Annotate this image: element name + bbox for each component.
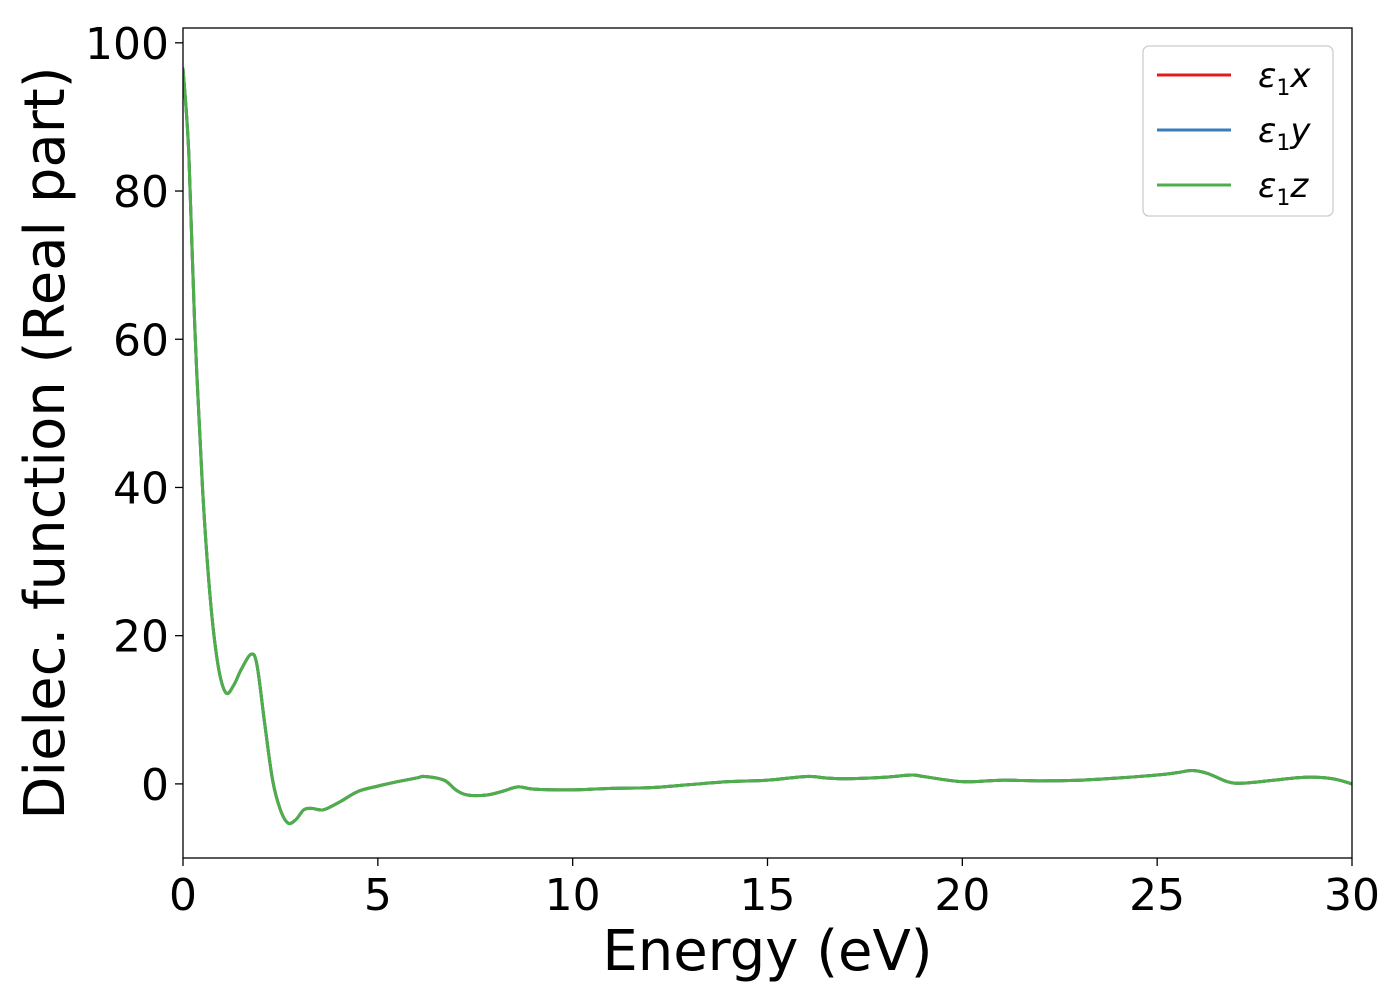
series-line-z xyxy=(183,67,1352,826)
legend-label-x: ε1x xyxy=(1258,56,1311,101)
legend-box xyxy=(1142,45,1334,217)
y-tick-label: 0 xyxy=(141,760,169,811)
y-axis-label: Dielec. function (Real part) xyxy=(13,66,78,819)
legend: ε1x ε1y ε1z xyxy=(1142,45,1334,217)
x-tick-label: 20 xyxy=(934,870,990,921)
y-tick-label: 100 xyxy=(85,19,169,70)
x-tick-label: 0 xyxy=(169,870,197,921)
x-tick-label: 25 xyxy=(1129,870,1185,921)
y-tick-label: 80 xyxy=(113,167,169,218)
x-axis-ticks: 0 5 10 15 20 25 30 xyxy=(169,858,1380,921)
series-layer xyxy=(183,67,1352,826)
x-tick-label: 10 xyxy=(545,870,601,921)
legend-label-y: ε1y xyxy=(1258,111,1311,156)
y-tick-label: 20 xyxy=(113,612,169,663)
legend-label-z: ε1z xyxy=(1258,166,1309,211)
y-tick-label: 40 xyxy=(113,463,169,514)
x-tick-label: 15 xyxy=(740,870,796,921)
x-axis-label: Energy (eV) xyxy=(602,919,932,984)
y-axis-ticks: 0 20 40 60 80 100 xyxy=(85,19,183,811)
y-tick-label: 60 xyxy=(113,315,169,366)
x-tick-label: 5 xyxy=(364,870,392,921)
x-tick-label: 30 xyxy=(1324,870,1380,921)
